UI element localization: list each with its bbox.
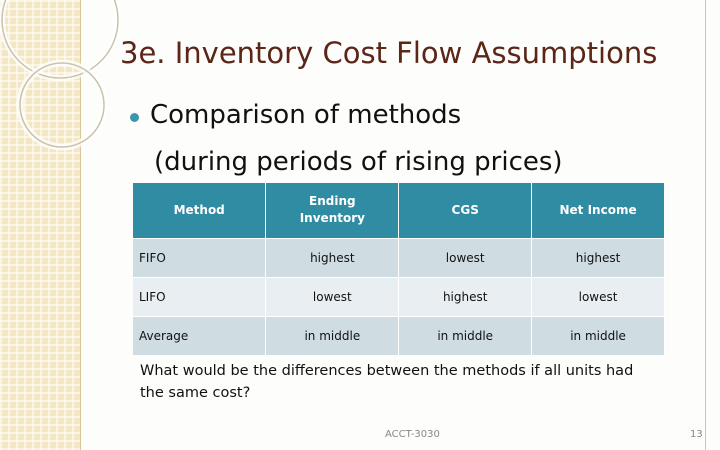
method-cell: FIFO xyxy=(133,237,267,277)
method-cell: Average xyxy=(133,315,267,355)
comparison-table: Method Ending Inventory CGS Net Income FIFO… xyxy=(133,183,665,355)
table-cell: highest xyxy=(398,276,533,316)
table-row: Average in middle in middle in middle xyxy=(133,315,665,355)
decorative-circles xyxy=(0,0,121,151)
question: What would be the differences between th… xyxy=(140,363,634,401)
column-header: CGS xyxy=(398,183,533,238)
column-header: Net Income xyxy=(531,183,665,238)
footer: ACCT-3030 xyxy=(385,429,440,440)
page-number: 13 xyxy=(690,429,703,440)
bullet-text: Comparison of methods xyxy=(150,100,462,130)
table-cell: lowest xyxy=(398,237,533,277)
bullet-subtext: (during periods of rising prices) xyxy=(154,147,563,177)
slide-title: 3e. Inventory Cost Flow Assumptions xyxy=(120,36,658,70)
table-cell: in middle xyxy=(265,315,400,355)
column-header: Ending Inventory xyxy=(265,183,400,238)
table-row: LIFO lowest highest lowest xyxy=(133,276,665,316)
table-cell: lowest xyxy=(531,276,665,316)
table-cell: highest xyxy=(531,237,665,277)
bullet-dot xyxy=(130,113,139,122)
table-cell: lowest xyxy=(265,276,400,316)
column-header: Method xyxy=(133,183,267,238)
table-row: FIFO highest lowest highest xyxy=(133,237,665,277)
table-cell: highest xyxy=(265,237,400,277)
method-cell: LIFO xyxy=(133,276,267,316)
table-cell: in middle xyxy=(531,315,665,355)
table-body: FIFO highest lowest highest LIFO lowest highes… xyxy=(133,237,665,355)
right-rule xyxy=(705,0,706,450)
table-header: Method Ending Inventory CGS Net Income xyxy=(133,183,665,238)
table-cell: in middle xyxy=(398,315,533,355)
